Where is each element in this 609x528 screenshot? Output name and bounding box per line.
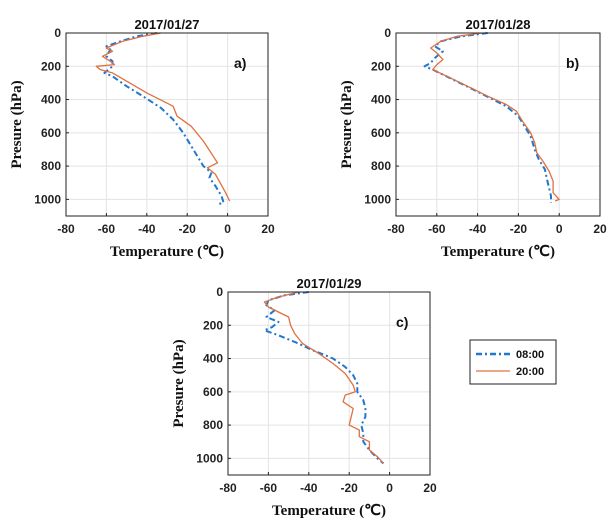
panel-label: b) bbox=[566, 55, 579, 71]
x-tick-label: -40 bbox=[469, 222, 487, 236]
y-tick-label: 800 bbox=[41, 159, 61, 173]
y-tick-label: 400 bbox=[203, 352, 223, 366]
x-axis-label: Temperature (℃) bbox=[272, 503, 386, 519]
panel-title: 2017/01/29 bbox=[296, 276, 361, 291]
x-tick-label: 0 bbox=[386, 481, 393, 495]
x-tick-label: 20 bbox=[261, 222, 275, 236]
x-tick-label: -60 bbox=[260, 481, 278, 495]
y-tick-label: 600 bbox=[41, 126, 61, 140]
y-tick-label: 1000 bbox=[34, 192, 61, 206]
series-line-2000 bbox=[95, 32, 231, 202]
x-tick-label: -60 bbox=[428, 222, 446, 236]
y-tick-label: 1000 bbox=[364, 192, 391, 206]
plot-area bbox=[228, 292, 430, 475]
y-axis-label: Presure (hPa) bbox=[171, 339, 187, 427]
panel-2: -80 -60 -40 -20 0 20020040060080010002017/01/… bbox=[339, 17, 607, 260]
x-tick-label: 0 bbox=[556, 222, 563, 236]
x-axis-label: Temperature (℃) bbox=[110, 244, 224, 260]
y-axis-label: Presure (hPa) bbox=[339, 80, 355, 168]
legend-label: 20:00 bbox=[516, 366, 544, 378]
series-line-0800 bbox=[263, 291, 385, 465]
panel-title: 2017/01/28 bbox=[465, 17, 530, 32]
x-tick-label: -20 bbox=[341, 481, 359, 495]
axes-box bbox=[395, 32, 601, 217]
legend-label: 08:00 bbox=[516, 349, 544, 361]
x-tick-label: -80 bbox=[57, 222, 75, 236]
axes-box bbox=[227, 291, 431, 476]
series-line-2000 bbox=[263, 291, 384, 464]
panels: -80 -60 -40 -20 0 20020040060080010002017/01/… bbox=[9, 17, 607, 519]
y-tick-label: 200 bbox=[371, 59, 391, 73]
axes-box bbox=[65, 32, 269, 217]
panel-label: c) bbox=[396, 314, 408, 330]
legend: 08:00 20:00 bbox=[469, 339, 557, 385]
x-tick-label: -60 bbox=[98, 222, 116, 236]
series-line-0800 bbox=[423, 32, 552, 203]
x-tick-label: 20 bbox=[423, 481, 437, 495]
y-tick-label: 600 bbox=[203, 385, 223, 399]
x-tick-label: -20 bbox=[179, 222, 197, 236]
x-tick-label: -80 bbox=[387, 222, 405, 236]
panel-1: -80 -60 -40 -20 0 20020040060080010002017/01/… bbox=[9, 17, 275, 260]
y-tick-label: 200 bbox=[203, 318, 223, 332]
x-tick-label: 0 bbox=[224, 222, 231, 236]
series-line-0800 bbox=[103, 32, 225, 206]
plot-area bbox=[66, 33, 268, 216]
y-tick-label: 800 bbox=[371, 159, 391, 173]
x-tick-label: -80 bbox=[219, 481, 237, 495]
y-tick-label: 400 bbox=[41, 93, 61, 107]
y-tick-label: 400 bbox=[371, 93, 391, 107]
panel-label: a) bbox=[234, 55, 246, 71]
legend-box bbox=[469, 339, 557, 385]
series-line-2000 bbox=[430, 32, 560, 202]
y-tick-label: 600 bbox=[371, 126, 391, 140]
y-tick-label: 1000 bbox=[196, 451, 223, 465]
x-tick-label: -20 bbox=[510, 222, 528, 236]
y-tick-label: 800 bbox=[203, 418, 223, 432]
y-tick-label: 0 bbox=[216, 285, 223, 299]
x-tick-label: 20 bbox=[593, 222, 607, 236]
y-tick-label: 200 bbox=[41, 59, 61, 73]
panel-title: 2017/01/27 bbox=[134, 17, 199, 32]
y-tick-label: 0 bbox=[54, 26, 61, 40]
panel-3: -80 -60 -40 -20 0 20020040060080010002017/01/… bbox=[171, 276, 437, 519]
x-tick-label: -40 bbox=[300, 481, 318, 495]
y-axis-label: Presure (hPa) bbox=[9, 80, 25, 168]
x-tick-label: -40 bbox=[138, 222, 156, 236]
y-tick-label: 0 bbox=[384, 26, 391, 40]
x-axis-label: Temperature (℃) bbox=[441, 244, 555, 260]
plot-area bbox=[396, 33, 600, 216]
